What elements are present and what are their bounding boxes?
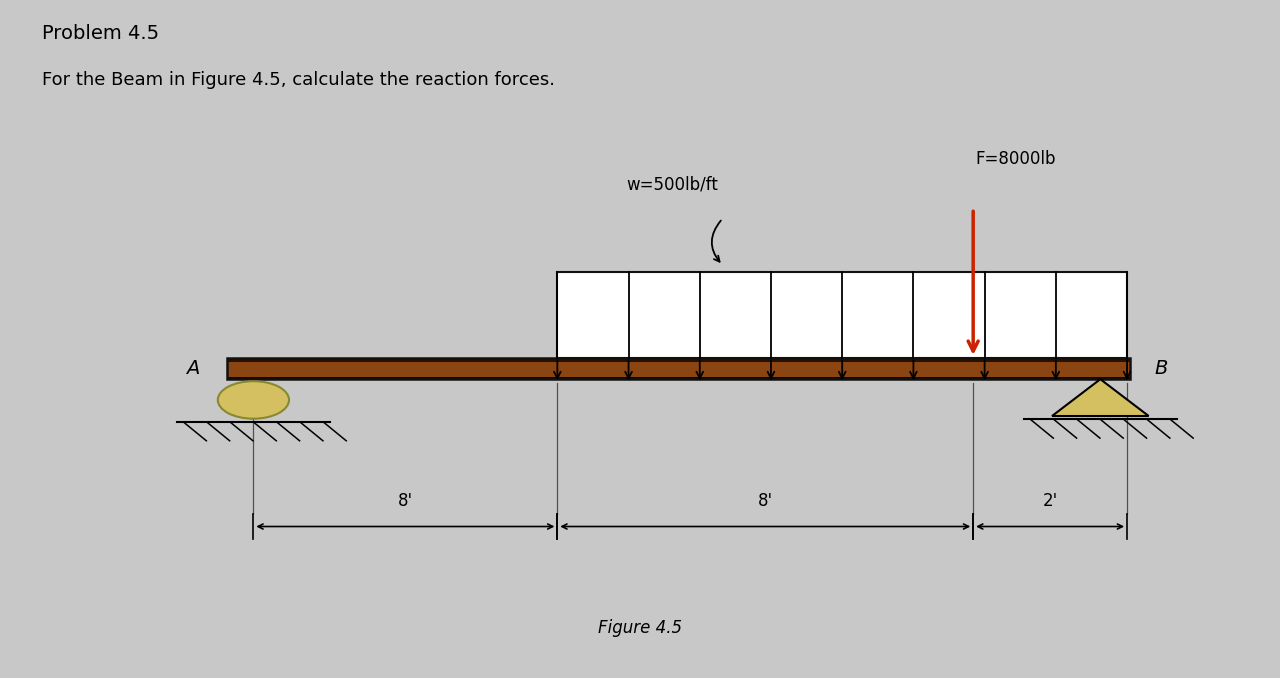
Text: Figure 4.5: Figure 4.5 xyxy=(598,619,682,637)
Text: B: B xyxy=(1155,359,1169,378)
Text: w=500lb/ft: w=500lb/ft xyxy=(626,176,718,194)
Text: F=8000lb: F=8000lb xyxy=(975,151,1056,168)
Text: 2': 2' xyxy=(1042,492,1057,510)
Text: Problem 4.5: Problem 4.5 xyxy=(42,24,160,43)
Bar xyxy=(557,272,1128,358)
Text: For the Beam in Figure 4.5, calculate the reaction forces.: For the Beam in Figure 4.5, calculate th… xyxy=(42,71,556,89)
Polygon shape xyxy=(1052,379,1148,416)
Text: 8': 8' xyxy=(758,492,773,510)
Bar xyxy=(227,377,1129,379)
Bar xyxy=(227,358,1129,379)
Bar xyxy=(227,358,1129,379)
Circle shape xyxy=(218,381,289,419)
Bar xyxy=(227,358,1129,362)
Text: A: A xyxy=(186,359,200,378)
Text: 8': 8' xyxy=(398,492,413,510)
